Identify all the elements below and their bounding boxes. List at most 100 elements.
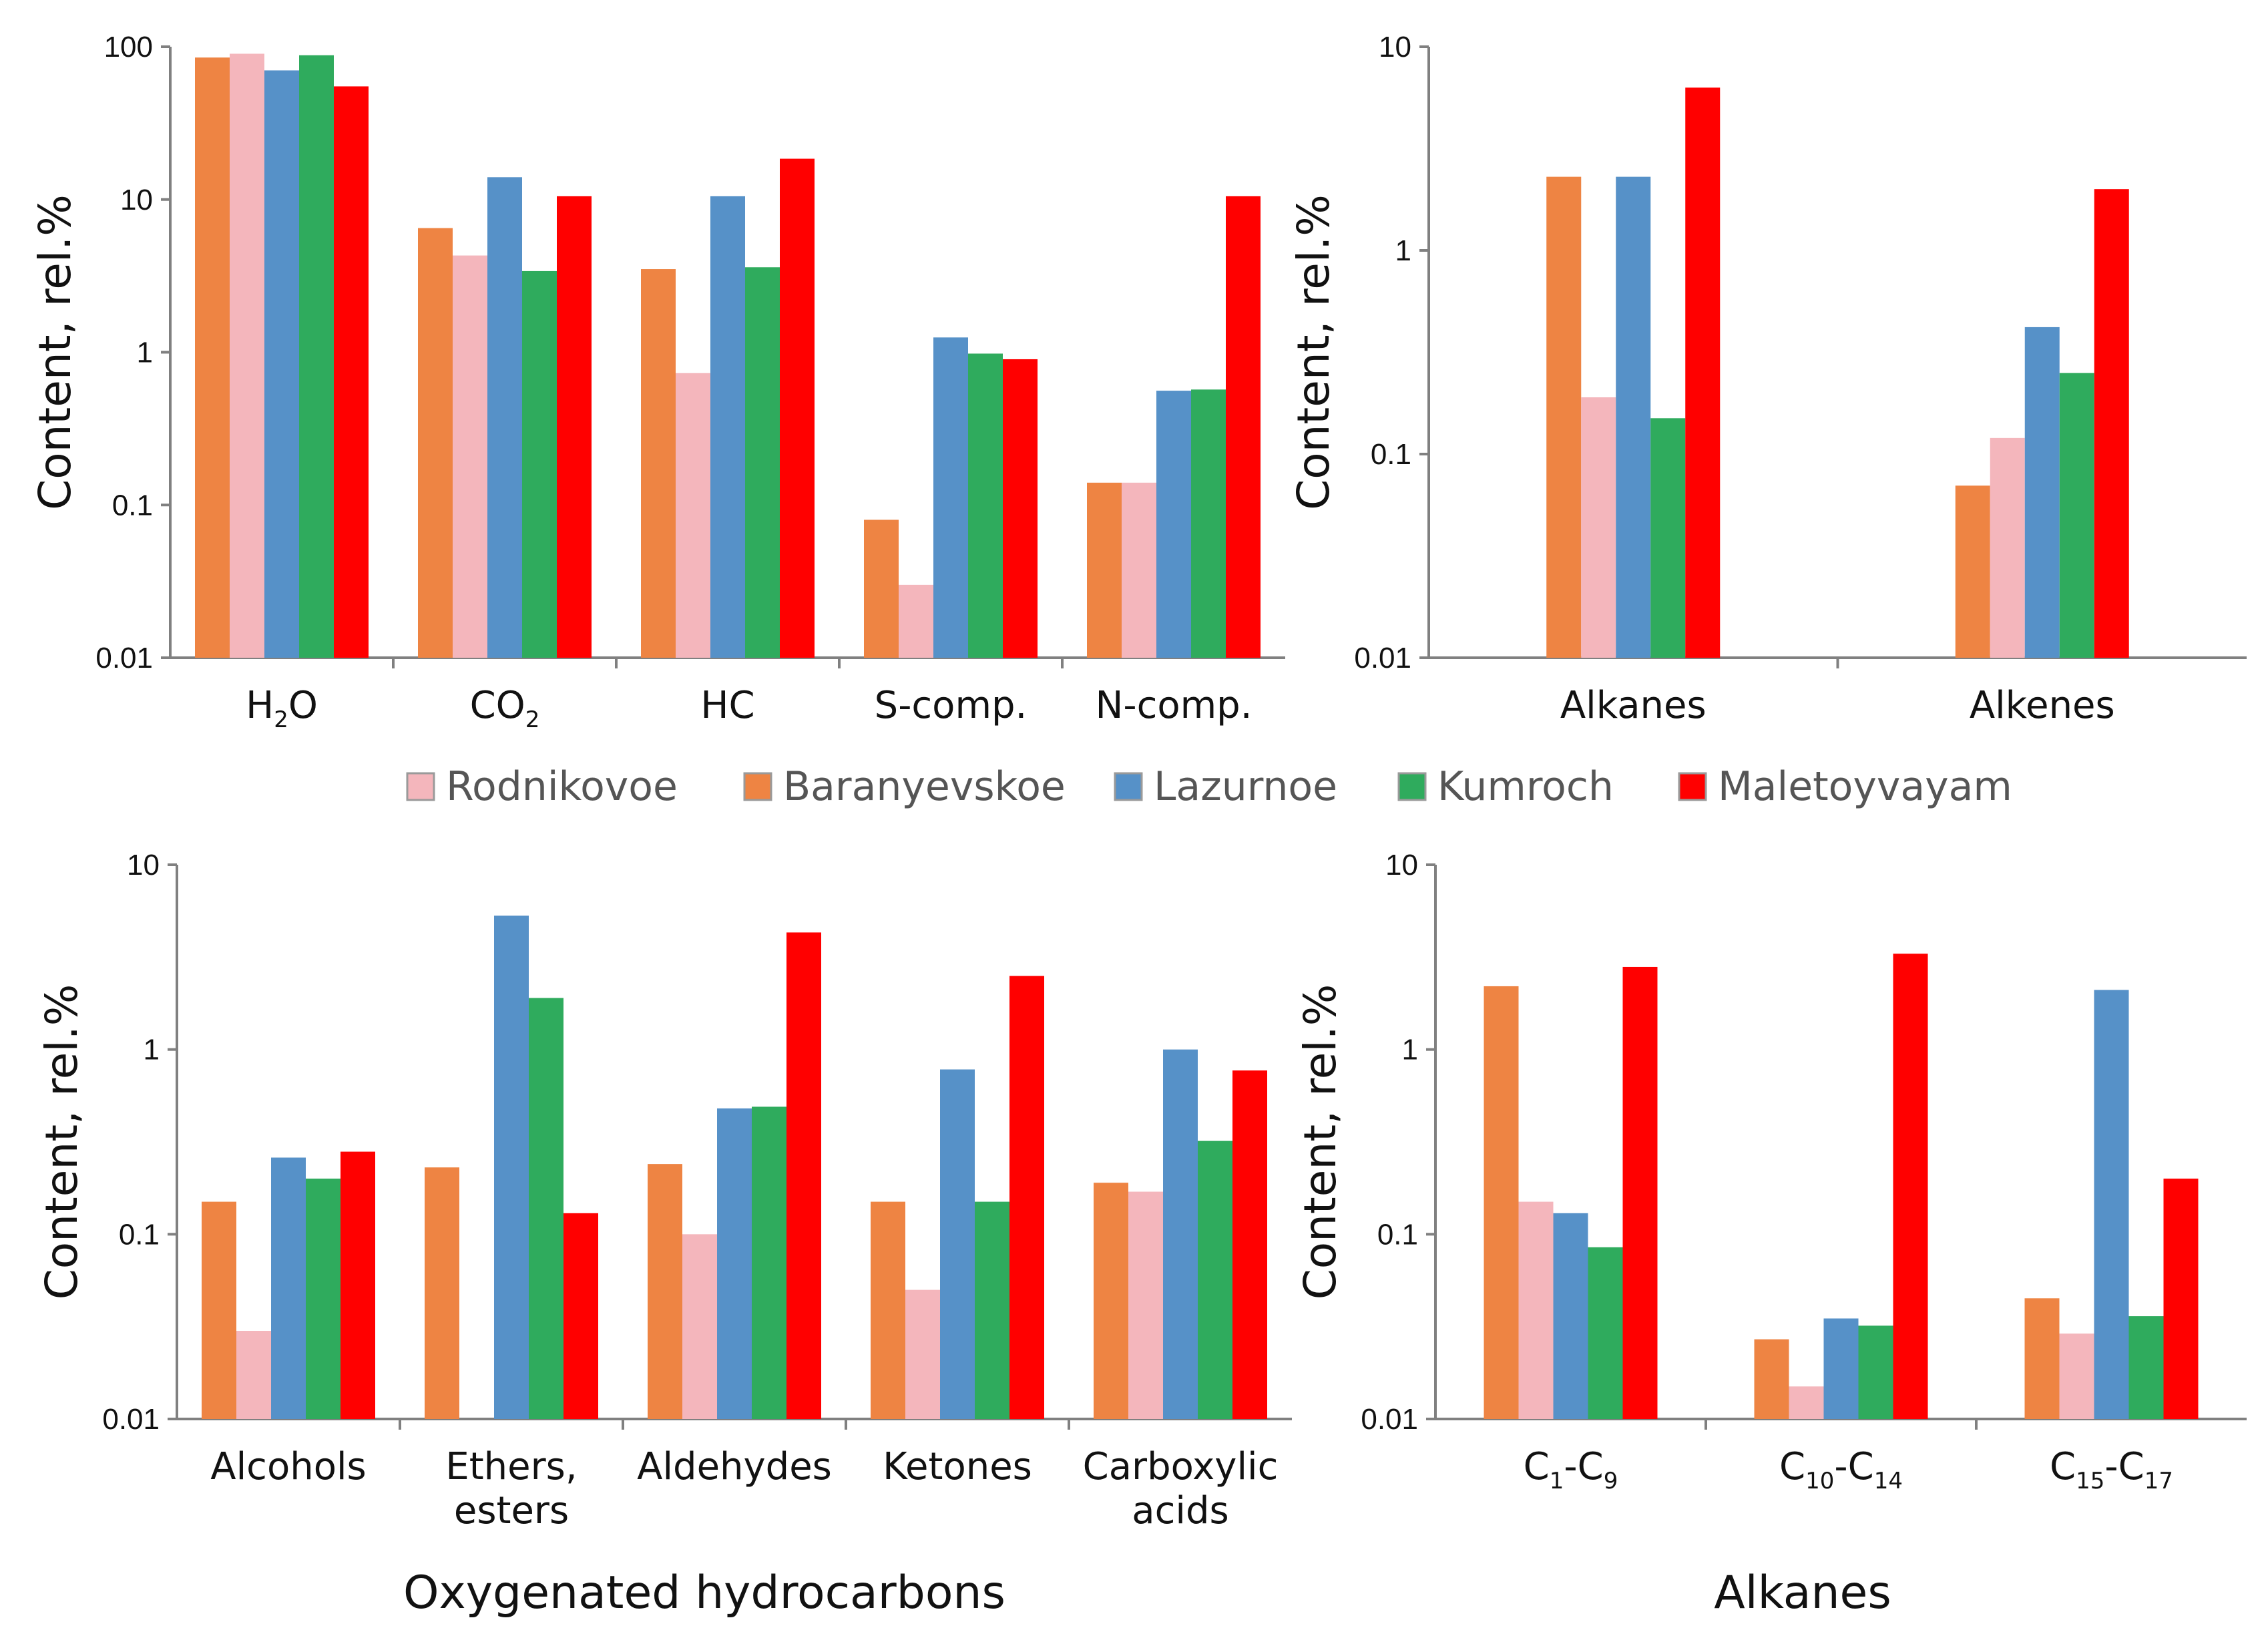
chart-alkanes: 0.01 0.1 1 10 Content, rel.% C1-C9 C10-C14 C15-… (1295, 849, 2247, 1494)
y-tick-label: 10 (1379, 31, 1411, 63)
bar-maletoyvayam-3 (1003, 359, 1038, 658)
x-category-label: Alkanes (1560, 684, 1707, 727)
bar-lazurnoe-1 (494, 915, 529, 1419)
bar-rodnikovoe-0 (230, 53, 264, 658)
bar-maletoyvayam-4 (1232, 1070, 1267, 1419)
y-tick-label: 0.1 (1371, 438, 1411, 471)
bar-maletoyvayam-2 (780, 158, 815, 658)
bar-lazurnoe-2 (717, 1108, 752, 1419)
x-category-label: C15-C17 (2050, 1445, 2173, 1494)
bar-lazurnoe-3 (940, 1069, 975, 1419)
bar-lazurnoe-2 (2094, 990, 2129, 1419)
bar-kumroch-1 (529, 998, 563, 1419)
y-tick-label: 10 (127, 849, 160, 881)
bar-rodnikovoe-3 (905, 1289, 940, 1419)
x-category-label: esters (454, 1489, 569, 1533)
bar-rodnikovoe-1 (453, 255, 487, 658)
x-category-label: H2O (246, 684, 318, 733)
y-tick-label: 0.1 (1377, 1218, 1418, 1251)
x-category-label: HC (700, 684, 754, 727)
bar-kumroch-0 (306, 1179, 341, 1419)
y-tick-label: 1 (137, 337, 153, 369)
x-category-label: acids (1132, 1489, 1228, 1533)
y-tick-label: 0.1 (112, 489, 153, 522)
x-category-label: Aldehydes (637, 1445, 832, 1488)
legend-swatch (1114, 772, 1143, 801)
bar-rodnikovoe-0 (1518, 1201, 1554, 1419)
x-category-label: Alkenes (1970, 684, 2115, 727)
bar-maletoyvayam-3 (1009, 976, 1044, 1419)
bar-baranyevskoe-1 (1955, 485, 1990, 658)
bar-rodnikovoe-2 (676, 373, 710, 658)
y-tick-label: 0.01 (1354, 642, 1411, 674)
y-tick-label: 100 (104, 31, 153, 63)
bar-baranyevskoe-4 (1087, 482, 1122, 658)
bar-kumroch-0 (1650, 418, 1686, 658)
bar-rodnikovoe-4 (1122, 482, 1156, 658)
y-axis-label: Content, rel.% (36, 984, 87, 1300)
bar-kumroch-0 (1588, 1247, 1623, 1419)
oxygenated-caption: Oxygenated hydrocarbons (403, 1567, 1005, 1619)
bar-baranyevskoe-0 (1484, 986, 1519, 1419)
bar-kumroch-3 (975, 1201, 1009, 1419)
x-category-label: Alcohols (210, 1445, 366, 1488)
bar-rodnikovoe-0 (1581, 397, 1616, 658)
bar-rodnikovoe-3 (899, 584, 933, 658)
y-tick-label: 0.01 (102, 1403, 160, 1436)
bar-lazurnoe-0 (264, 70, 299, 658)
alkanes-caption: Alkanes (1714, 1567, 1891, 1619)
bar-lazurnoe-1 (487, 177, 522, 658)
bar-lazurnoe-0 (271, 1157, 306, 1419)
y-tick-label: 1 (1402, 1034, 1418, 1066)
bar-kumroch-0 (299, 55, 334, 658)
x-category-label: Carboxylic (1083, 1445, 1279, 1488)
bar-kumroch-4 (1198, 1141, 1232, 1419)
bar-rodnikovoe-4 (1128, 1191, 1163, 1419)
bar-baranyevskoe-2 (648, 1164, 682, 1419)
legend-label: Kumroch (1437, 763, 1614, 810)
bar-kumroch-4 (1191, 389, 1226, 658)
bar-baranyevskoe-2 (641, 269, 676, 658)
bar-maletoyvayam-0 (334, 86, 369, 658)
bar-rodnikovoe-2 (2059, 1334, 2094, 1419)
bar-maletoyvayam-1 (563, 1213, 598, 1419)
bar-maletoyvayam-2 (786, 932, 821, 1419)
y-tick-label: 10 (1385, 849, 1418, 881)
bar-baranyevskoe-0 (195, 57, 230, 658)
bar-kumroch-1 (2059, 373, 2094, 658)
x-category-label: Ethers, (445, 1445, 577, 1488)
legend-swatch (1397, 772, 1427, 801)
bar-rodnikovoe-1 (1990, 437, 2025, 658)
bar-kumroch-2 (745, 267, 780, 658)
legend-swatch (406, 772, 435, 801)
bar-baranyevskoe-1 (418, 228, 453, 658)
x-category-label: Ketones (883, 1445, 1032, 1488)
bar-lazurnoe-4 (1163, 1049, 1198, 1419)
bar-lazurnoe-3 (933, 337, 968, 658)
bar-lazurnoe-2 (710, 196, 745, 658)
bar-maletoyvayam-0 (341, 1151, 375, 1419)
legend-item-kumroch: Kumroch (1397, 763, 1614, 810)
legend-swatch (1678, 772, 1707, 801)
bar-lazurnoe-4 (1156, 391, 1191, 658)
bar-baranyevskoe-0 (1546, 176, 1582, 658)
bar-rodnikovoe-2 (682, 1234, 717, 1419)
bar-maletoyvayam-2 (2163, 1179, 2199, 1419)
bar-baranyevskoe-3 (871, 1201, 905, 1419)
legend-label: Maletoyvayam (1718, 763, 2012, 810)
y-tick-label: 0.01 (1361, 1403, 1418, 1436)
bar-lazurnoe-1 (1823, 1318, 1859, 1419)
bar-maletoyvayam-0 (1685, 87, 1721, 658)
y-tick-label: 1 (1395, 234, 1411, 267)
bar-rodnikovoe-1 (1789, 1386, 1824, 1419)
bar-baranyevskoe-1 (1754, 1339, 1789, 1419)
y-axis-label: Content, rel.% (1295, 984, 1346, 1300)
chart-oxygenated: 0.01 0.1 1 10 Content, rel.% Alcohols Ethers,e… (36, 849, 1292, 1533)
x-category-label: C1-C9 (1524, 1445, 1618, 1494)
y-axis-label: Content, rel.% (29, 194, 81, 510)
bar-kumroch-3 (968, 353, 1003, 658)
bar-baranyevskoe-4 (1094, 1183, 1128, 1419)
legend-label: Rodnikovoe (446, 763, 678, 810)
x-category-label: CO2 (470, 684, 540, 733)
